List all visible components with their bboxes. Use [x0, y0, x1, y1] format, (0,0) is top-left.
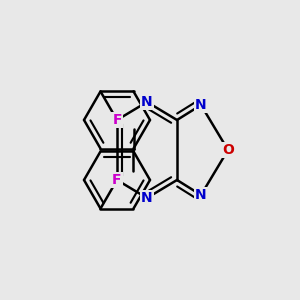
Text: N: N [195, 188, 207, 202]
Text: F: F [112, 173, 122, 187]
Text: N: N [141, 95, 153, 109]
Text: O: O [222, 143, 234, 157]
Text: N: N [141, 191, 153, 205]
Text: F: F [112, 113, 122, 127]
Text: N: N [195, 98, 207, 112]
